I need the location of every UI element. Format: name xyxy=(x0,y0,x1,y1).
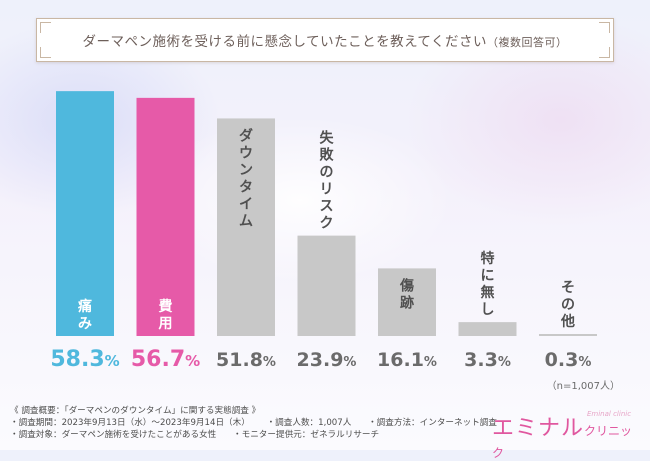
corner-ornament xyxy=(40,22,51,33)
bar xyxy=(136,97,195,336)
value-label: 58.3% xyxy=(50,347,119,372)
bar xyxy=(458,322,517,336)
clinic-logo: エミナルクリニック Eminal clinic xyxy=(492,410,642,460)
chart-title: ダーマペン施術を受ける前に懸念していたことを教えてください（複数回答可） xyxy=(82,30,567,50)
corner-ornament xyxy=(40,47,51,58)
category-label: 費用 xyxy=(159,298,173,332)
value-label: 3.3% xyxy=(464,349,511,371)
survey-target: ・調査対象：ダーマペン施術を受けたことがある女性 xyxy=(10,430,217,440)
survey-heading: 《 調査概要：「ダーマペンのダウンタイム」に関する実態調査 》 xyxy=(10,406,261,416)
bar xyxy=(378,268,436,336)
category-label: その他 xyxy=(560,280,575,330)
survey-method: ・調査方法：インターネット調査 xyxy=(368,418,497,428)
value-label: 56.7% xyxy=(131,347,200,372)
category-label: ダウンタイム xyxy=(239,127,253,229)
chart-title-main: ダーマペン施術を受ける前に懸念していたことを教えてください xyxy=(82,34,487,50)
value-label: 16.1% xyxy=(377,349,437,371)
bar xyxy=(56,91,114,336)
survey-period: ・調査期間：2023年9月13日（水）〜2023年9月14日（木） xyxy=(10,418,250,428)
value-label: 51.8% xyxy=(216,349,276,371)
corner-ornament xyxy=(599,22,610,33)
sample-size-label: （n=1,007人） xyxy=(546,381,620,392)
bar-chart: 痛み 58.3% 費用 56.7% ダウンタイム 51.8% 失敗のリスク 23.9% 傷跡 16… xyxy=(50,91,597,372)
category-label: 失敗のリスク xyxy=(320,130,335,232)
bar xyxy=(217,118,275,336)
logo-en-text: Eminal clinic xyxy=(587,410,632,418)
survey-notes: 《 調査概要：「ダーマペンのダウンタイム」に関する実態調査 》 ・調査期間：20… xyxy=(10,405,511,441)
bar xyxy=(539,334,597,336)
corner-ornament xyxy=(599,47,610,58)
category-label: 傷跡 xyxy=(399,277,414,311)
chart-title-note: （複数回答可） xyxy=(487,36,568,49)
bar xyxy=(297,235,356,336)
chart-title-box: ダーマペン施術を受ける前に懸念していたことを教えてください（複数回答可） xyxy=(36,18,614,62)
value-label: 23.9% xyxy=(297,349,357,371)
value-label: 0.3% xyxy=(545,349,592,371)
survey-provider: ・モニター提供元：ゼネラルリサーチ xyxy=(233,430,380,440)
logo-main-text: エミナル xyxy=(492,416,585,441)
category-label: 痛み xyxy=(77,298,92,332)
survey-people: ・調査人数：1,007人 xyxy=(266,418,352,428)
category-label: 特に無し xyxy=(481,250,495,318)
